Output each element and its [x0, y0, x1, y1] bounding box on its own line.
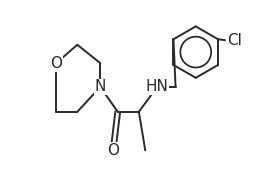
Text: HN: HN	[146, 80, 169, 95]
Text: O: O	[50, 56, 62, 71]
Text: Cl: Cl	[227, 33, 242, 48]
Text: N: N	[95, 80, 106, 95]
Text: O: O	[107, 143, 119, 158]
